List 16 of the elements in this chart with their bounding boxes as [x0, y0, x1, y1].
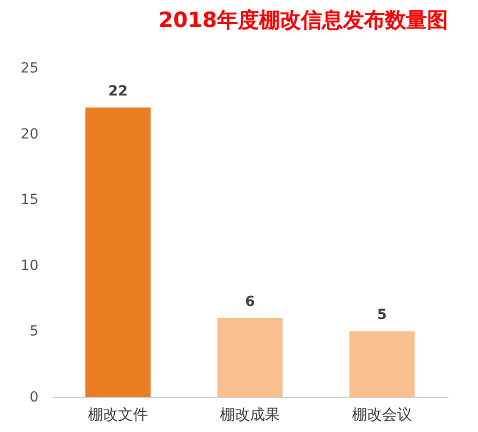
x-tick-label: 棚改会议 [352, 406, 412, 424]
chart-title: 2018年度棚改信息发布数量图 [158, 8, 448, 32]
y-tick-label: 15 [20, 192, 38, 208]
y-tick-label: 20 [20, 126, 38, 142]
data-label: 5 [377, 307, 387, 324]
y-tick-label: 0 [30, 390, 38, 406]
y-tick-label: 10 [20, 258, 38, 274]
bar [85, 107, 151, 397]
bar [349, 331, 415, 397]
y-tick-label: 5 [30, 324, 38, 340]
x-tick-label: 棚改文件 [88, 406, 148, 424]
x-tick-label: 棚改成果 [220, 406, 280, 424]
bar [217, 318, 283, 397]
y-tick-label: 25 [20, 60, 38, 76]
data-label: 6 [245, 294, 255, 310]
data-label: 22 [108, 83, 128, 100]
